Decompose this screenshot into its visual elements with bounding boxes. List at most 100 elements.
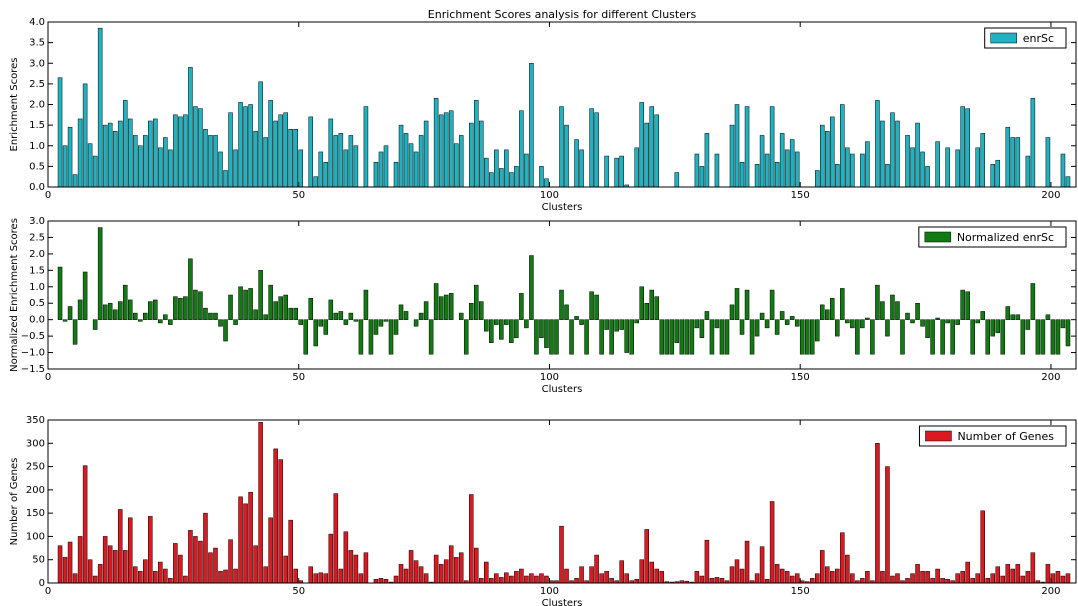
y-axis-label: Number of Genes — [9, 458, 20, 546]
bar — [995, 159, 1001, 188]
bar — [102, 304, 108, 320]
bar — [153, 571, 158, 584]
bar — [885, 319, 890, 337]
bar — [62, 557, 68, 584]
bar — [589, 291, 594, 320]
bar — [102, 536, 108, 584]
bar — [1010, 137, 1016, 188]
bar — [398, 564, 404, 584]
y-tick-label: −0.5 — [21, 331, 45, 342]
bar — [609, 578, 614, 584]
bar — [443, 294, 449, 320]
legend-label: Normalized enrSc — [957, 231, 1054, 244]
bar — [539, 319, 544, 339]
bar — [263, 566, 268, 584]
bar — [82, 465, 88, 584]
bar — [97, 27, 103, 188]
bar — [173, 114, 178, 188]
bar — [479, 578, 484, 584]
bar — [835, 568, 840, 584]
bar — [509, 172, 514, 188]
bar — [504, 149, 509, 188]
bar — [463, 319, 469, 355]
bar — [890, 112, 895, 188]
bar — [744, 540, 750, 584]
bar — [348, 135, 354, 188]
bar — [654, 114, 660, 188]
bar — [92, 575, 98, 584]
bar — [163, 137, 168, 188]
bar — [393, 575, 399, 584]
legend-swatch — [990, 32, 1017, 44]
bar — [198, 108, 203, 188]
bar — [198, 291, 203, 320]
x-tick-label: 100 — [540, 190, 559, 201]
bar — [188, 258, 193, 320]
bar — [383, 579, 389, 584]
bar — [719, 319, 725, 355]
bar — [92, 155, 98, 188]
bar — [634, 579, 639, 584]
bar — [1065, 176, 1071, 188]
bar — [920, 319, 925, 327]
bar — [544, 178, 549, 188]
x-axis-label: Clusters — [542, 598, 583, 606]
bar — [739, 568, 745, 584]
bar — [87, 143, 93, 188]
bar — [57, 77, 63, 188]
bar — [248, 288, 253, 320]
bar — [629, 319, 634, 355]
bar — [945, 579, 950, 584]
bar — [173, 296, 178, 320]
bar — [143, 559, 148, 584]
bar — [112, 309, 118, 320]
bar — [794, 151, 800, 188]
bar — [97, 564, 103, 584]
y-tick-label: 0.0 — [29, 315, 45, 326]
bar — [1000, 319, 1006, 355]
bar — [910, 147, 915, 188]
bar — [223, 569, 228, 584]
bar — [323, 162, 329, 188]
bar — [960, 571, 965, 584]
legend-label: Number of Genes — [957, 430, 1054, 443]
bar — [138, 145, 143, 188]
subplot: 0 50 100 150 200 250 300 350 0 50 100 150 200 Cluster… — [9, 415, 1077, 606]
bar — [564, 568, 569, 584]
bar — [579, 149, 584, 188]
bar — [975, 147, 980, 188]
bar — [1025, 155, 1031, 188]
bar — [504, 572, 509, 584]
bar — [704, 133, 710, 188]
bar — [744, 289, 750, 320]
bar — [158, 319, 163, 324]
bar — [353, 145, 359, 188]
bar — [594, 554, 599, 584]
bar — [579, 566, 584, 584]
bar — [925, 571, 930, 584]
bar — [774, 564, 780, 584]
legend-label: enrSc — [1023, 32, 1054, 45]
bar — [850, 319, 855, 329]
bar — [388, 319, 394, 355]
bar — [529, 573, 534, 584]
bar — [724, 319, 730, 355]
bar — [484, 157, 489, 188]
bar — [203, 307, 208, 320]
bar — [473, 284, 479, 320]
bar — [92, 319, 98, 330]
bar — [458, 552, 464, 584]
bar — [208, 552, 213, 584]
bar — [659, 571, 665, 584]
bar — [1005, 564, 1011, 584]
bar — [278, 296, 283, 320]
bar — [57, 266, 63, 320]
bar — [709, 319, 715, 355]
bar — [769, 289, 775, 320]
bar — [594, 294, 599, 320]
bar — [233, 149, 238, 188]
bar — [403, 311, 409, 320]
bar — [213, 312, 218, 320]
bar — [308, 566, 314, 584]
bar — [880, 301, 885, 320]
